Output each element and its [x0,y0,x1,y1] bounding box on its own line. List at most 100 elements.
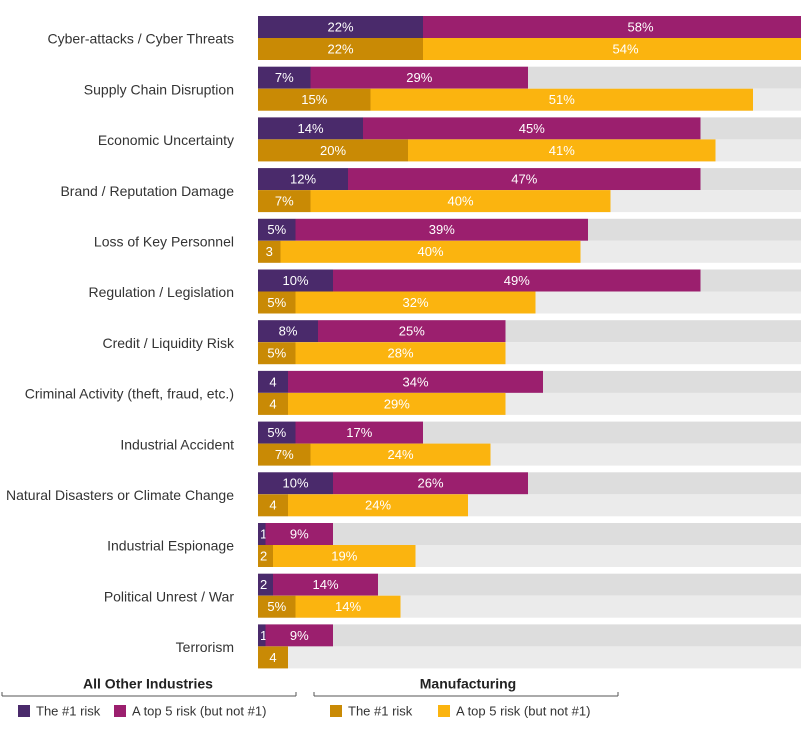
legend-group-title: All Other Industries [83,676,213,692]
bar-value-label: 10% [282,476,308,491]
bar-value-label: 4 [269,498,276,513]
bar-segment [258,443,311,466]
legend-item-label: A top 5 risk (but not #1) [132,703,266,718]
bar-segment [333,269,701,292]
bar-segment [258,624,266,647]
bar-value-label: 2 [260,548,267,563]
bar-value-label: 9% [290,628,309,643]
bar-segment [258,472,333,495]
category-label: Brand / Reputation Damage [60,183,234,199]
bar-value-label: 14% [335,599,361,614]
bar-segment [258,16,423,38]
bar-value-label: 49% [504,273,530,288]
bar-segment [258,218,296,241]
bar-segment [258,646,288,669]
category-label: Criminal Activity (theft, fraud, etc.) [25,386,234,402]
legend-item-label: The #1 risk [348,703,413,718]
category-label: Economic Uncertainty [98,132,234,148]
bar-segment [258,342,296,365]
bar-segment [258,494,288,517]
bar-segment [258,392,288,415]
bar-value-label: 47% [511,172,537,187]
bar-value-label: 9% [290,526,309,541]
bar-value-label: 54% [612,41,638,56]
bar-value-label: 58% [627,19,653,34]
bar-segment [288,370,543,393]
bar-value-label: 2 [260,577,267,592]
bar-segment [258,88,371,111]
bar-value-label: 4 [269,650,276,665]
category-label: Supply Chain Disruption [84,81,234,97]
bar-segment [370,88,753,111]
bar-value-label: 41% [549,143,575,158]
bar-segment [310,66,528,89]
legend-item-label: The #1 risk [36,703,101,718]
bar-value-label: 19% [331,548,357,563]
bar-value-label: 4 [269,374,276,389]
bar-value-label: 39% [429,222,455,237]
bar-segment [288,392,506,415]
bar-segment [258,545,273,567]
bar-value-label: 15% [301,92,327,107]
bar-value-label: 25% [399,324,425,339]
bar-segment [423,16,801,38]
bar-value-label: 14% [297,121,323,136]
legend-swatch [330,705,342,717]
bar-segment [295,421,423,444]
bar-segment [258,595,296,618]
legend-swatch [114,705,126,717]
bar-segment [363,117,701,140]
bar-value-label: 3 [266,244,273,259]
bar-segment [258,117,363,140]
category-labels-layer: Cyber-attacks / Cyber Threats Supply Chai… [6,31,235,655]
bar-track [258,523,801,545]
bar-segment [258,190,311,213]
bar-segment [258,240,281,263]
bar-segment [333,472,528,495]
bar-segment [258,573,273,596]
bar-segment [280,240,581,263]
bar-value-label: 17% [346,425,372,440]
bar-segment [258,139,408,162]
bar-value-label: 1 [260,628,267,643]
bar-segment [273,545,416,567]
bar-value-label: 7% [275,447,294,462]
bar-value-label: 22% [327,41,353,56]
bar-value-label: 26% [417,476,443,491]
category-label: Industrial Espionage [107,538,234,554]
bar-segment [295,291,536,314]
bar-track [258,573,801,596]
bar-value-label: 22% [327,19,353,34]
category-label: Loss of Key Personnel [94,234,234,250]
bar-value-label: 20% [320,143,346,158]
category-label: Industrial Accident [120,436,234,452]
bar-segment [258,370,288,393]
bar-segment [295,218,588,241]
bar-segment [258,269,333,292]
bar-value-label: 1 [260,526,267,541]
legend-group-title: Manufacturing [420,676,516,692]
bar-value-label: 7% [275,194,294,209]
bar-segment [310,443,491,466]
bar-value-label: 14% [312,577,338,592]
legend-swatch [18,705,30,717]
bar-value-label: 7% [275,70,294,85]
bar-value-label: 24% [387,447,413,462]
category-label: Terrorism [176,639,234,655]
bar-value-label: 28% [387,346,413,361]
bar-value-label: 5% [267,599,286,614]
legend-item-label: A top 5 risk (but not #1) [456,703,590,718]
bar-track [258,646,801,669]
bar-value-label: 24% [365,498,391,513]
bar-value-label: 34% [402,374,428,389]
bar-segment [258,291,296,314]
bar-value-label: 32% [402,295,428,310]
bar-value-label: 45% [519,121,545,136]
bar-segment [265,624,333,647]
bar-value-label: 8% [279,324,298,339]
bar-value-label: 51% [549,92,575,107]
category-label: Natural Disasters or Climate Change [6,487,234,503]
category-label: Political Unrest / War [104,588,235,604]
bar-segment [258,523,266,545]
bar-segment [258,168,348,191]
